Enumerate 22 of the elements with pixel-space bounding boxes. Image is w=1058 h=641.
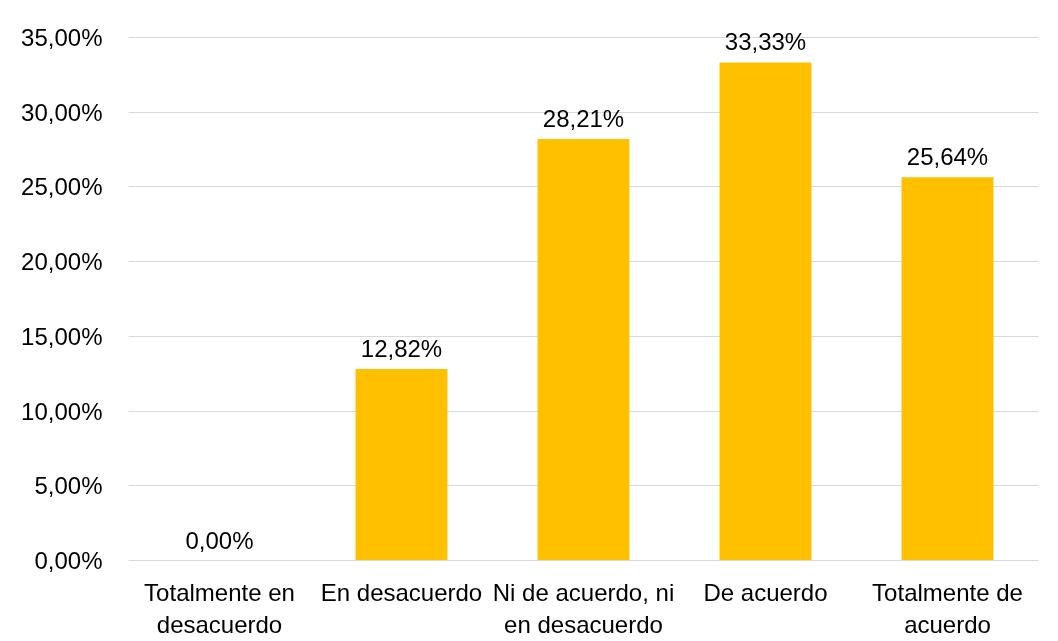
bar (719, 62, 812, 561)
y-tick-label: 0,00% (34, 547, 103, 574)
y-tick-label: 30,00% (21, 98, 103, 126)
x-tick-label: Totalmente de acuerdo (872, 578, 1023, 638)
bar (355, 368, 448, 561)
data-label: 0,00% (185, 526, 254, 554)
bar (901, 177, 994, 561)
x-tick-label: De acuerdo (703, 578, 828, 606)
bar (537, 138, 630, 561)
data-label: 33,33% (724, 28, 807, 56)
x-tick-label: Ni de acuerdo, ni en desacuerdo (492, 578, 675, 638)
data-label: 28,21% (542, 104, 625, 132)
y-tick-label: 15,00% (21, 322, 103, 350)
y-tick-label: 20,00% (21, 248, 103, 276)
data-label: 25,64% (906, 143, 989, 171)
x-tick-label: En desacuerdo (320, 578, 483, 606)
x-tick-label: Totalmente en desacuerdo (144, 578, 295, 638)
y-tick-label: 5,00% (34, 472, 103, 500)
y-tick-label: 35,00% (21, 24, 103, 51)
y-tick-label: 10,00% (21, 397, 103, 425)
y-tick-label: 25,00% (21, 173, 103, 201)
data-label: 12,82% (360, 334, 443, 362)
